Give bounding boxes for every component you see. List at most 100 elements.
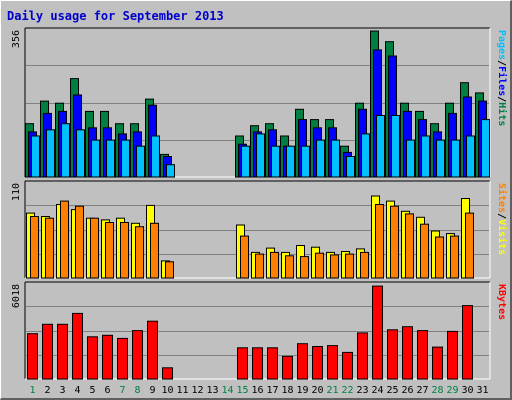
bar-kbytes-day-25 [388, 330, 398, 379]
panel-kbytes: 6018 KBytes [11, 282, 507, 379]
bar-kbytes-day-17 [268, 348, 278, 379]
bar-sites-day-1 [31, 217, 39, 279]
bar-kbytes-day-26 [403, 327, 413, 379]
bar-sites-day-15 [241, 236, 249, 278]
bar-pages-day-9 [152, 136, 160, 177]
x-tick-day-8: 8 [134, 385, 140, 396]
x-tick-day-10: 10 [161, 385, 173, 396]
x-tick-day-2: 2 [44, 385, 50, 396]
bar-pages-day-22 [347, 157, 355, 178]
bar-kbytes-day-4 [73, 313, 83, 379]
x-tick-day-23: 23 [356, 385, 368, 396]
bar-pages-day-3 [62, 124, 70, 177]
bar-sites-day-21 [331, 255, 339, 278]
bar-kbytes-day-9 [148, 321, 158, 379]
bar-sites-day-8 [136, 227, 144, 278]
bar-kbytes-day-1 [28, 334, 38, 379]
x-tick-day-5: 5 [89, 385, 95, 396]
bar-pages-day-18 [287, 146, 295, 177]
x-tick-day-31: 31 [476, 385, 488, 396]
x-tick-day-13: 13 [206, 385, 218, 396]
bar-sites-day-25 [391, 206, 399, 278]
bar-sites-day-19 [301, 257, 309, 278]
x-tick-day-12: 12 [191, 385, 203, 396]
x-tick-day-18: 18 [281, 385, 293, 396]
legend-segment: KBytes [496, 284, 507, 320]
bar-sites-day-9 [151, 223, 159, 278]
bar-pages-day-15 [242, 146, 250, 177]
x-tick-day-1: 1 [29, 385, 35, 396]
bar-kbytes-day-19 [298, 344, 308, 379]
bar-pages-day-1 [32, 136, 40, 177]
x-tick-day-3: 3 [59, 385, 65, 396]
bar-kbytes-day-20 [313, 347, 323, 380]
legend-hits-files-pages: Pages/Files/Hits [496, 30, 508, 126]
bar-sites-day-27 [421, 224, 429, 278]
bar-sites-day-5 [91, 218, 99, 278]
bar-kbytes-day-3 [58, 324, 68, 379]
bar-kbytes-day-16 [253, 348, 263, 379]
x-tick-day-15: 15 [236, 385, 248, 396]
bar-pages-day-29 [452, 140, 460, 177]
bar-kbytes-day-23 [358, 333, 368, 379]
bar-kbytes-day-21 [328, 346, 338, 379]
bar-sites-day-10 [166, 262, 174, 278]
bar-pages-day-20 [317, 140, 325, 177]
x-tick-day-19: 19 [296, 385, 308, 396]
bar-kbytes-day-7 [118, 338, 128, 379]
bar-pages-day-4 [77, 130, 85, 177]
bar-pages-day-27 [422, 136, 430, 177]
bar-sites-day-3 [61, 201, 69, 278]
bar-pages-day-31 [482, 120, 490, 177]
x-tick-day-20: 20 [311, 385, 323, 396]
bar-sites-day-30 [466, 213, 474, 278]
bar-pages-day-16 [257, 134, 265, 177]
bar-sites-day-2 [46, 218, 54, 278]
bar-sites-day-7 [121, 223, 129, 279]
bar-kbytes-day-18 [283, 356, 293, 379]
bar-sites-day-18 [286, 256, 294, 278]
x-tick-day-21: 21 [326, 385, 338, 396]
x-tick-day-4: 4 [74, 385, 80, 396]
bar-sites-day-17 [271, 252, 279, 278]
legend-kbytes: KBytes [496, 284, 507, 320]
bar-kbytes-day-22 [343, 352, 353, 379]
bar-kbytes-day-15 [238, 348, 248, 379]
x-tick-day-28: 28 [431, 385, 443, 396]
bar-sites-day-29 [451, 236, 459, 278]
x-tick-day-29: 29 [446, 385, 458, 396]
x-tick-day-6: 6 [104, 385, 110, 396]
bar-kbytes-day-28 [433, 347, 443, 379]
bar-pages-day-26 [407, 140, 415, 177]
legend-segment: Pages [496, 30, 507, 60]
x-axis: 1 2 3 4 5 6 7 8 9 10 11 12 13 14 15 16 17 18 19 20 21 22 23 24 2… [29, 385, 488, 396]
x-tick-day-24: 24 [371, 385, 383, 396]
bar-kbytes-day-10 [163, 368, 173, 379]
bar-pages-day-17 [272, 146, 280, 177]
x-tick-day-17: 17 [266, 385, 278, 396]
chart-title: Daily usage for September 2013 [7, 9, 224, 23]
bar-pages-day-5 [92, 140, 100, 177]
bar-kbytes-day-2 [43, 324, 53, 379]
bar-kbytes-day-6 [103, 335, 113, 379]
bar-pages-day-8 [137, 146, 145, 177]
bar-sites-day-26 [406, 214, 414, 278]
x-tick-day-16: 16 [251, 385, 263, 396]
x-tick-day-9: 9 [149, 385, 155, 396]
y-max-label: 110 [11, 183, 22, 201]
y-max-label: 6018 [11, 284, 22, 308]
bar-pages-day-25 [392, 116, 400, 178]
x-tick-day-14: 14 [221, 385, 233, 396]
x-tick-day-7: 7 [119, 385, 125, 396]
bar-pages-day-21 [332, 140, 340, 177]
bar-pages-day-28 [437, 140, 445, 177]
bar-kbytes-day-8 [133, 331, 143, 379]
bar-sites-day-16 [256, 254, 264, 278]
bar-pages-day-30 [467, 136, 475, 177]
bar-pages-day-19 [302, 146, 310, 177]
panel-hits-files-pages: 356 Pages/Files/Hits [11, 28, 508, 177]
legend-segment: Hits [496, 102, 508, 126]
x-tick-day-27: 27 [416, 385, 428, 396]
bar-sites-day-4 [76, 206, 84, 278]
